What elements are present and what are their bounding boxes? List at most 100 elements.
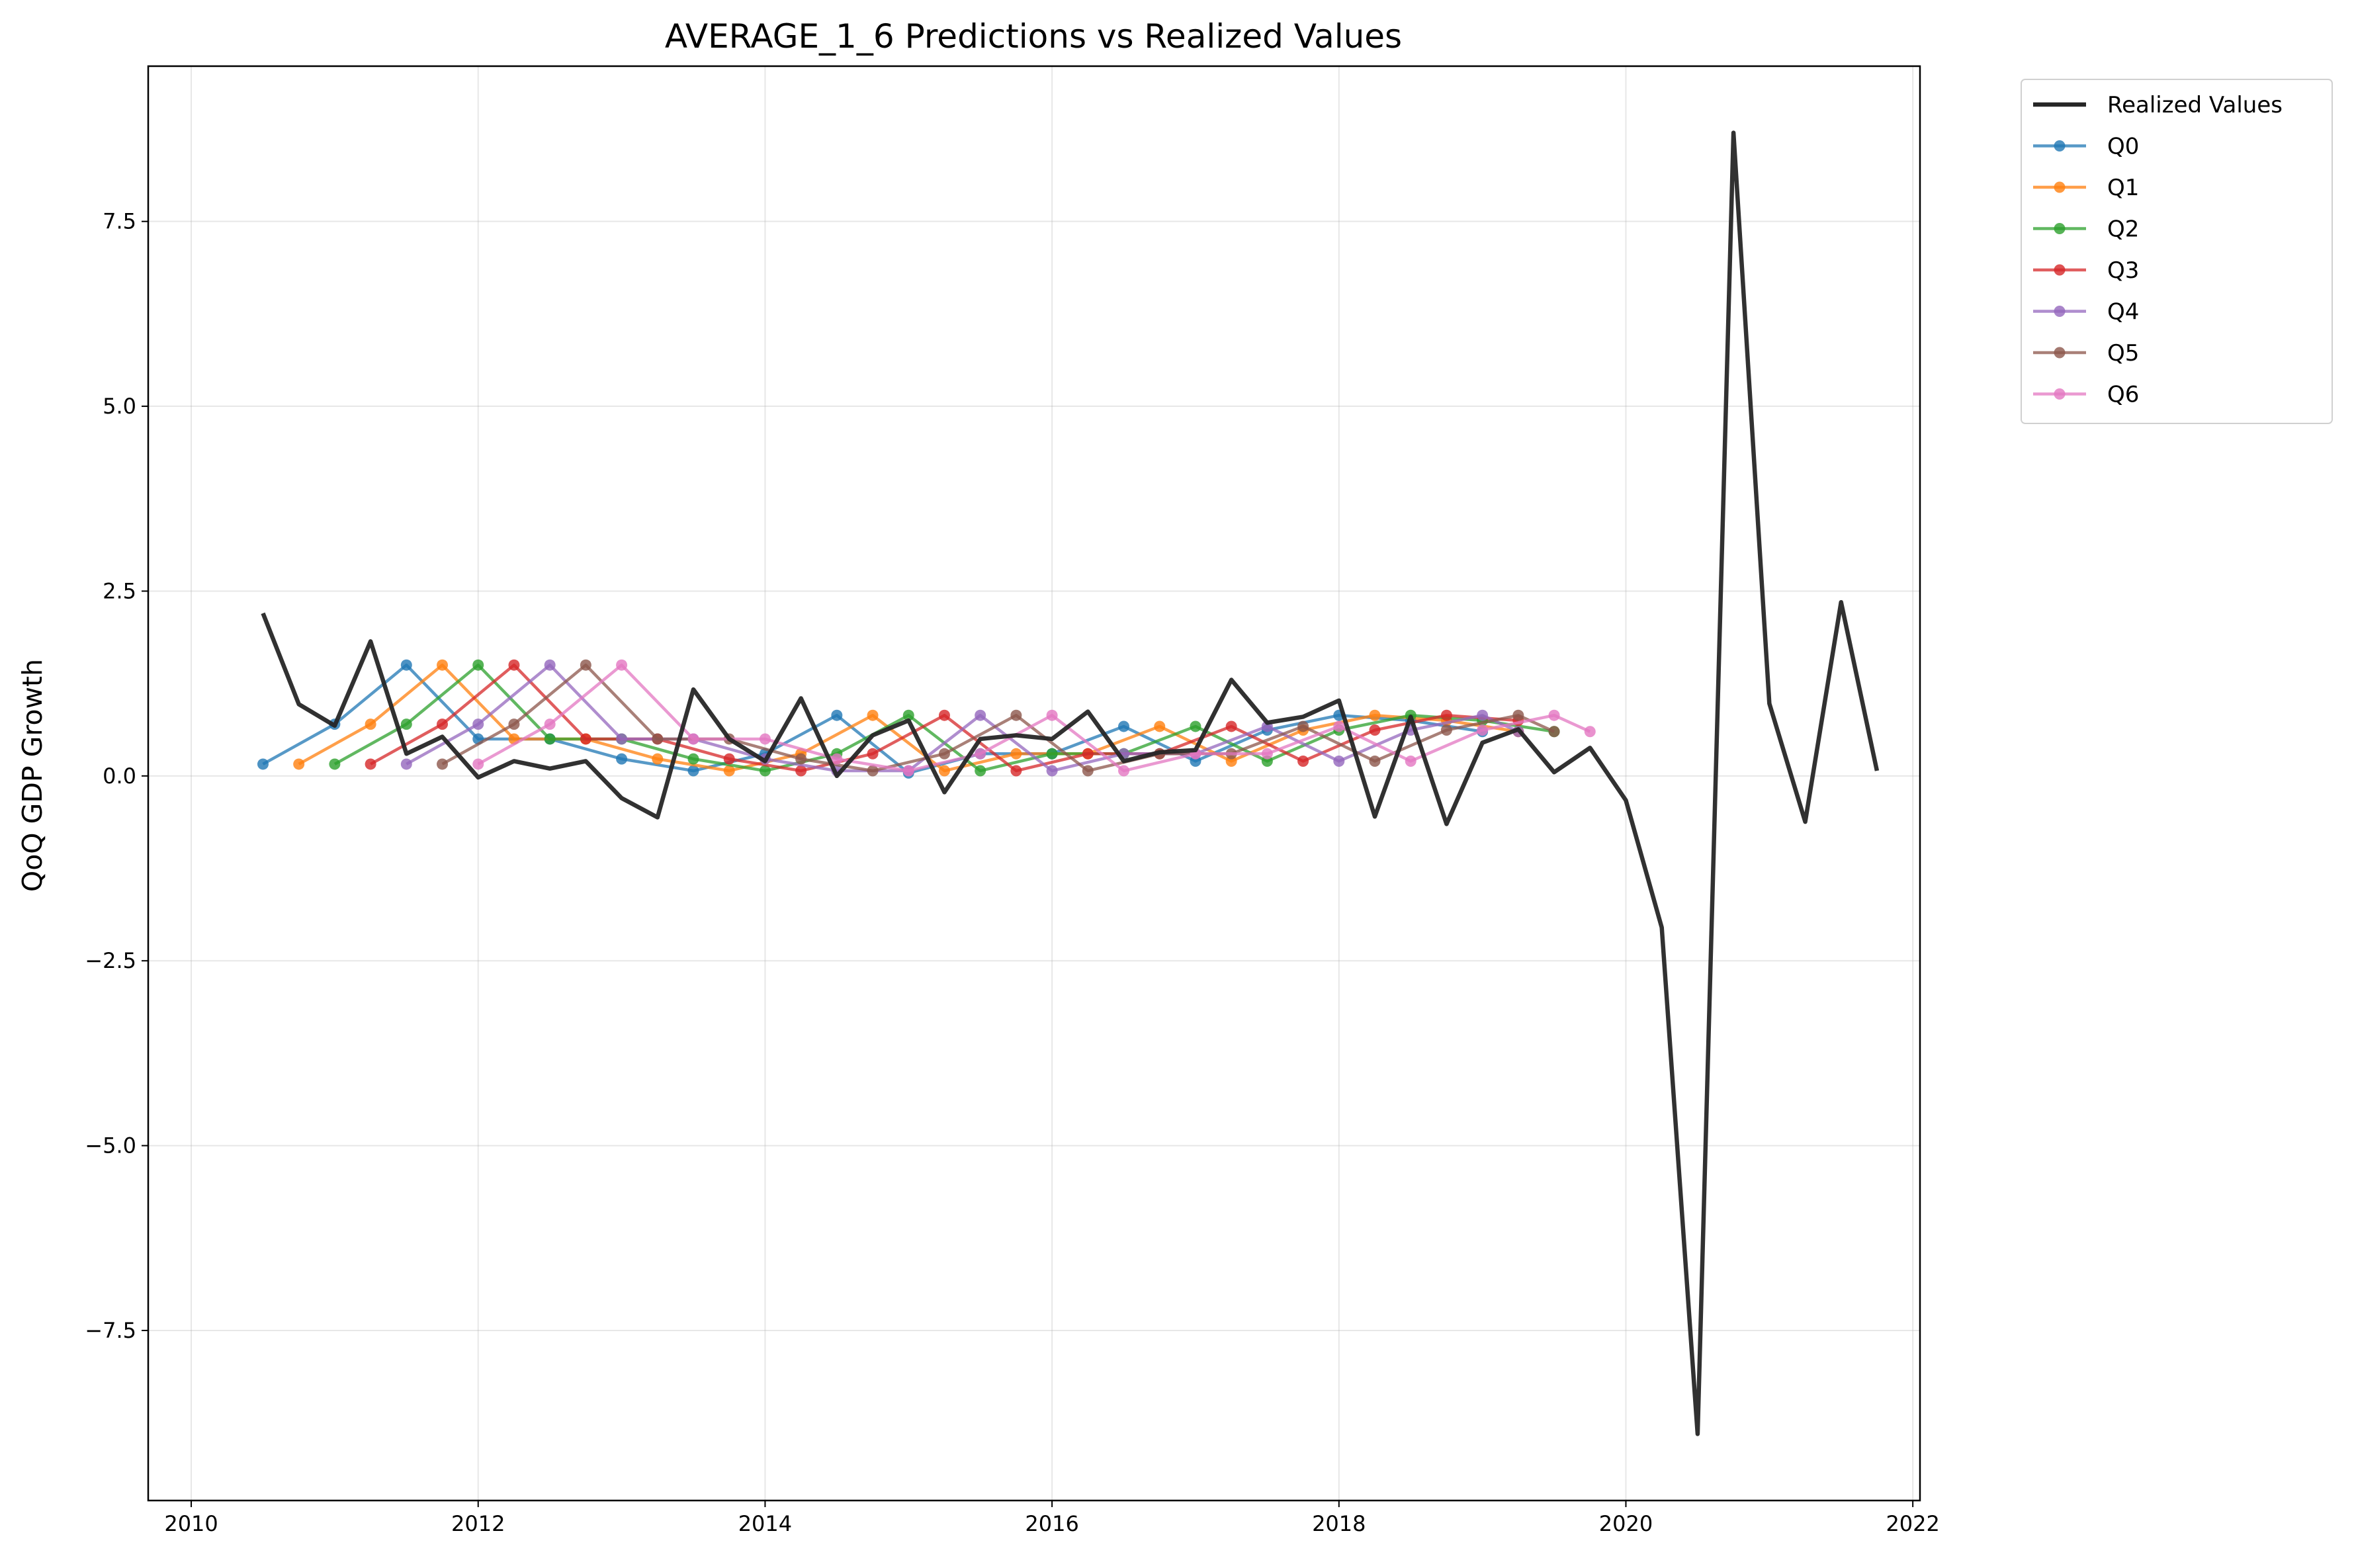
legend-marker-q2 xyxy=(2054,223,2066,234)
data-point-q0 xyxy=(400,659,412,671)
x-tick-label: 2018 xyxy=(1312,1511,1366,1536)
data-point-q2 xyxy=(544,733,556,745)
data-point-q2 xyxy=(472,659,484,671)
y-axis: −7.5 −5.0 −2.5 0.0 2.5 5.0 7.5 xyxy=(85,209,148,1343)
data-point-q6 xyxy=(831,753,843,765)
y-tick-label: 0.0 xyxy=(103,763,136,789)
data-point-q6 xyxy=(687,733,699,745)
y-tick-label: −5.0 xyxy=(85,1133,136,1158)
data-point-q5 xyxy=(508,719,520,730)
data-point-q3 xyxy=(938,709,950,721)
data-point-q3 xyxy=(723,753,735,765)
data-point-q2 xyxy=(400,719,412,730)
legend-label: Q0 xyxy=(2107,134,2139,160)
data-point-q6 xyxy=(544,719,556,730)
legend-label: Q5 xyxy=(2107,340,2139,367)
data-point-q5 xyxy=(1440,724,1452,736)
data-point-q6 xyxy=(616,659,628,671)
plot-frame xyxy=(147,65,1921,1502)
plot-area xyxy=(257,130,1880,1436)
chart-title: AVERAGE_1_6 Predictions vs Realized Valu… xyxy=(665,17,1402,56)
legend-box xyxy=(2021,79,2333,424)
data-point-q1 xyxy=(1010,748,1022,760)
data-point-q5 xyxy=(437,758,449,770)
grid-lines xyxy=(148,66,1920,1501)
data-point-q1 xyxy=(437,659,449,671)
data-point-q5 xyxy=(1010,709,1022,721)
data-point-q4 xyxy=(975,709,986,721)
y-axis-label: QoQ GDP Growth xyxy=(17,659,48,892)
legend-marker-q4 xyxy=(2054,306,2066,317)
data-point-q6 xyxy=(975,748,986,760)
data-point-q2 xyxy=(902,709,914,721)
data-point-q1 xyxy=(938,765,950,777)
data-point-q2 xyxy=(759,765,771,777)
data-point-q0 xyxy=(831,709,843,721)
legend-label: Q1 xyxy=(2107,175,2139,201)
data-point-q4 xyxy=(544,659,556,671)
data-point-q5 xyxy=(795,753,807,765)
legend-marker-q5 xyxy=(2054,347,2066,359)
data-point-q3 xyxy=(1440,709,1452,721)
y-tick-label: −2.5 xyxy=(85,948,136,973)
data-point-q6 xyxy=(472,758,484,770)
data-point-q1 xyxy=(1154,720,1166,732)
data-point-q5 xyxy=(867,765,879,777)
data-point-q3 xyxy=(580,733,591,745)
y-tick-label: 5.0 xyxy=(103,394,136,419)
data-point-q5 xyxy=(938,748,950,760)
data-point-q6 xyxy=(1548,709,1560,721)
data-point-q6 xyxy=(1261,748,1273,760)
data-point-q4 xyxy=(616,733,628,745)
data-point-q2 xyxy=(1190,720,1201,732)
legend-marker-q6 xyxy=(2054,388,2066,400)
data-point-q5 xyxy=(652,733,664,745)
y-tick-label: 2.5 xyxy=(103,578,136,603)
data-point-q6 xyxy=(1333,720,1345,732)
series-line-realized xyxy=(261,130,1880,1436)
data-point-q6 xyxy=(902,765,914,777)
data-point-q6 xyxy=(1118,765,1130,777)
legend: Realized Values Q0 Q1 Q2 Q3 Q4 Q5 Q6 xyxy=(2021,79,2333,424)
data-point-q1 xyxy=(652,753,664,765)
data-point-q6 xyxy=(1046,709,1058,721)
legend-label: Q2 xyxy=(2107,216,2139,243)
data-point-q3 xyxy=(795,765,807,777)
legend-label: Q3 xyxy=(2107,257,2139,284)
data-point-q3 xyxy=(1082,748,1094,760)
data-point-q1 xyxy=(867,709,879,721)
data-point-q2 xyxy=(329,758,341,770)
data-point-q3 xyxy=(1225,720,1237,732)
series-line-q1 xyxy=(298,663,1519,773)
data-point-q5 xyxy=(1512,709,1524,721)
data-point-q6 xyxy=(1584,726,1596,738)
data-point-q0 xyxy=(616,753,628,765)
legend-label: Q4 xyxy=(2107,299,2139,326)
data-point-q0 xyxy=(687,765,699,777)
series-line-q0 xyxy=(262,663,1483,775)
data-point-q1 xyxy=(1369,709,1381,721)
data-point-q4 xyxy=(400,758,412,770)
legend-marker-q1 xyxy=(2054,181,2066,193)
data-point-q5 xyxy=(580,659,591,671)
data-point-q4 xyxy=(1477,709,1489,721)
data-point-q3 xyxy=(437,719,449,730)
legend-marker-q3 xyxy=(2054,264,2066,276)
data-point-q3 xyxy=(1010,765,1022,777)
data-point-q6 xyxy=(759,733,771,745)
x-tick-label: 2010 xyxy=(164,1511,218,1536)
data-point-q6 xyxy=(1477,724,1489,736)
x-tick-label: 2012 xyxy=(451,1511,505,1536)
data-point-q4 xyxy=(472,719,484,730)
data-point-q1 xyxy=(365,719,376,730)
x-tick-label: 2016 xyxy=(1025,1511,1078,1536)
y-tick-label: −7.5 xyxy=(85,1318,136,1343)
data-point-q5 xyxy=(1082,765,1094,777)
data-point-q6 xyxy=(1405,755,1417,767)
legend-label: Realized Values xyxy=(2107,92,2283,118)
data-point-q3 xyxy=(867,748,879,760)
x-tick-label: 2014 xyxy=(738,1511,792,1536)
legend-marker-q0 xyxy=(2054,140,2066,152)
